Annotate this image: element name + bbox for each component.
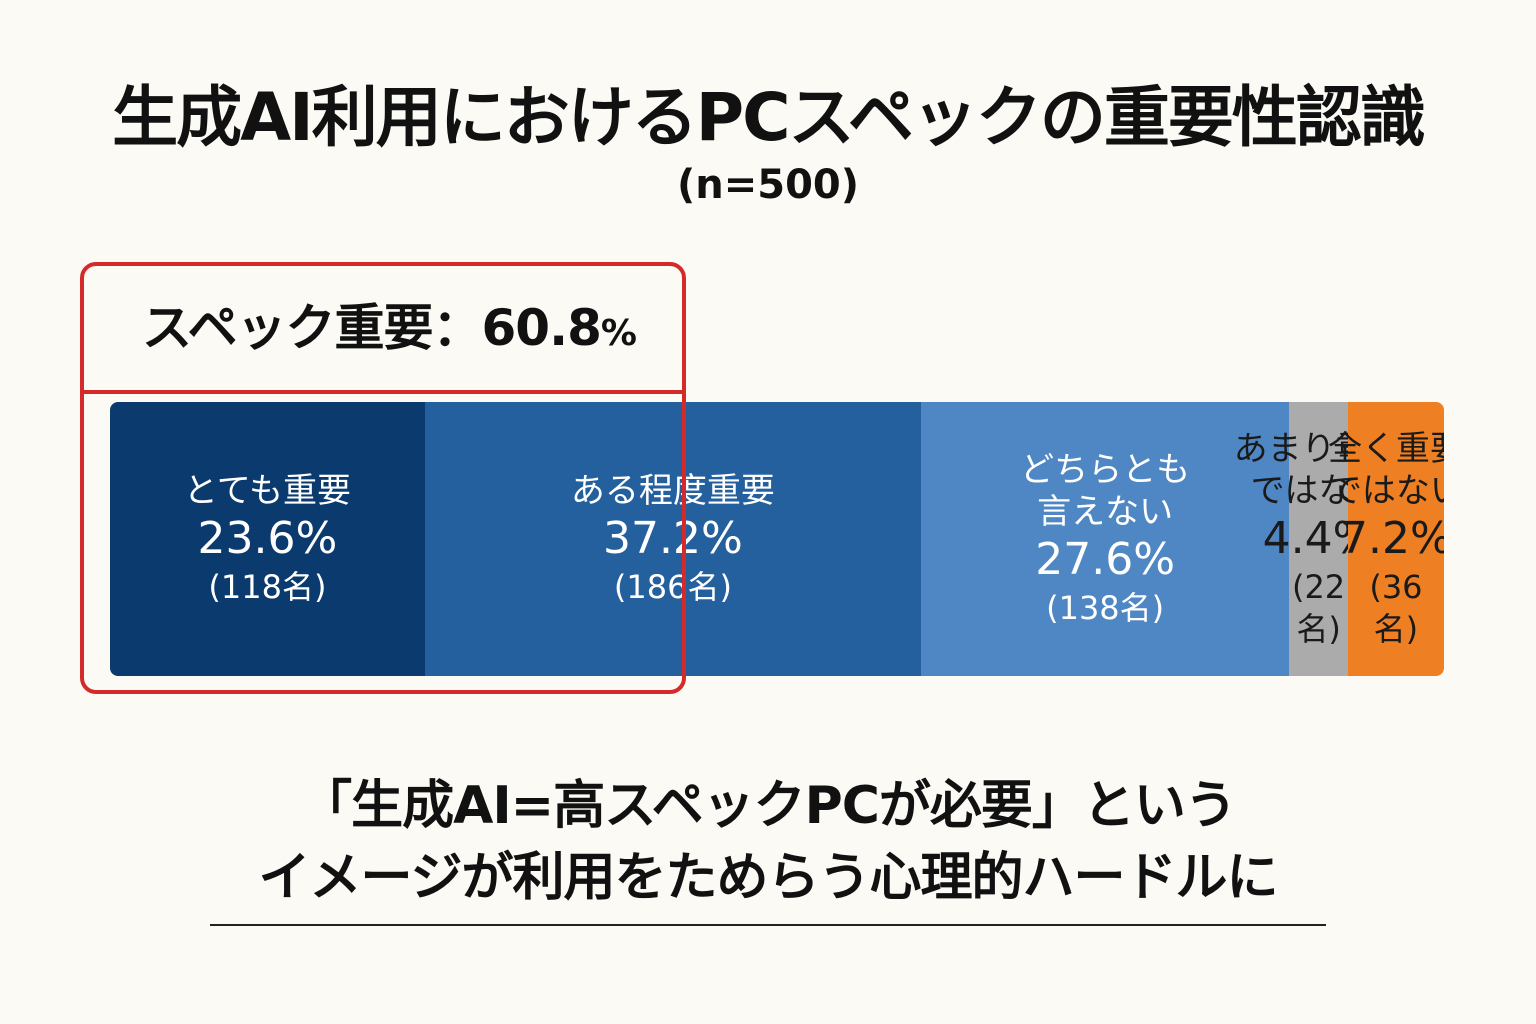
conclusion-line-2: イメージが利用をためらう心理的ハードルに	[258, 848, 1279, 908]
stacked-bar: とても重要 23.6% (118名) ある程度重要 37.2% (186名) どちらとも 言え…	[110, 402, 1444, 676]
segment-label: とても重要	[183, 471, 352, 511]
bar-segment-3: どちらとも 言えない 27.6% (138名)	[921, 402, 1290, 676]
bar-segment-2: ある程度重要 37.2% (186名)	[424, 402, 922, 676]
segment-label: ある程度重要	[570, 471, 775, 511]
conclusion-line-1: 「生成AI=高スペックPCが必要」という	[300, 776, 1237, 836]
highlight-label-text: スペック重要：60.8	[142, 299, 602, 357]
segment-label: ではない	[1327, 471, 1444, 511]
segment-count: (36名)	[1369, 568, 1423, 648]
chart-title: 生成AI利用におけるPCスペックの重要性認識	[112, 79, 1426, 156]
highlight-divider	[84, 390, 682, 394]
segment-percent: 37.2%	[603, 513, 743, 564]
segment-count: (22名)	[1291, 568, 1346, 648]
segment-percent: 23.6%	[197, 513, 338, 564]
segment-label: どちらとも	[1020, 450, 1191, 490]
segment-count: (138名)	[1046, 589, 1165, 627]
highlight-box: スペック重要：60.8%	[80, 262, 686, 694]
segment-label: 言えない	[1037, 492, 1174, 532]
sample-size: (n=500)	[676, 162, 860, 208]
bar-segment-1: とても重要 23.6% (118名)	[110, 402, 425, 676]
segment-label: 全く重要	[1327, 429, 1444, 469]
segment-count: (186名)	[613, 568, 732, 606]
bar-segment-5: 全く重要ではない7.2%(36名)	[1328, 402, 1444, 676]
highlight-pct-sign: %	[600, 313, 637, 354]
segment-percent: 7.2%	[1340, 513, 1444, 564]
conclusion: 「生成AI=高スペックPCが必要」という イメージが利用をためらう心理的ハードル…	[0, 770, 1536, 914]
segment-percent: 27.6%	[1035, 534, 1176, 585]
underline-rule	[210, 924, 1326, 926]
highlight-label: スペック重要：60.8%	[84, 296, 682, 366]
segment-count: (118名)	[208, 568, 327, 606]
